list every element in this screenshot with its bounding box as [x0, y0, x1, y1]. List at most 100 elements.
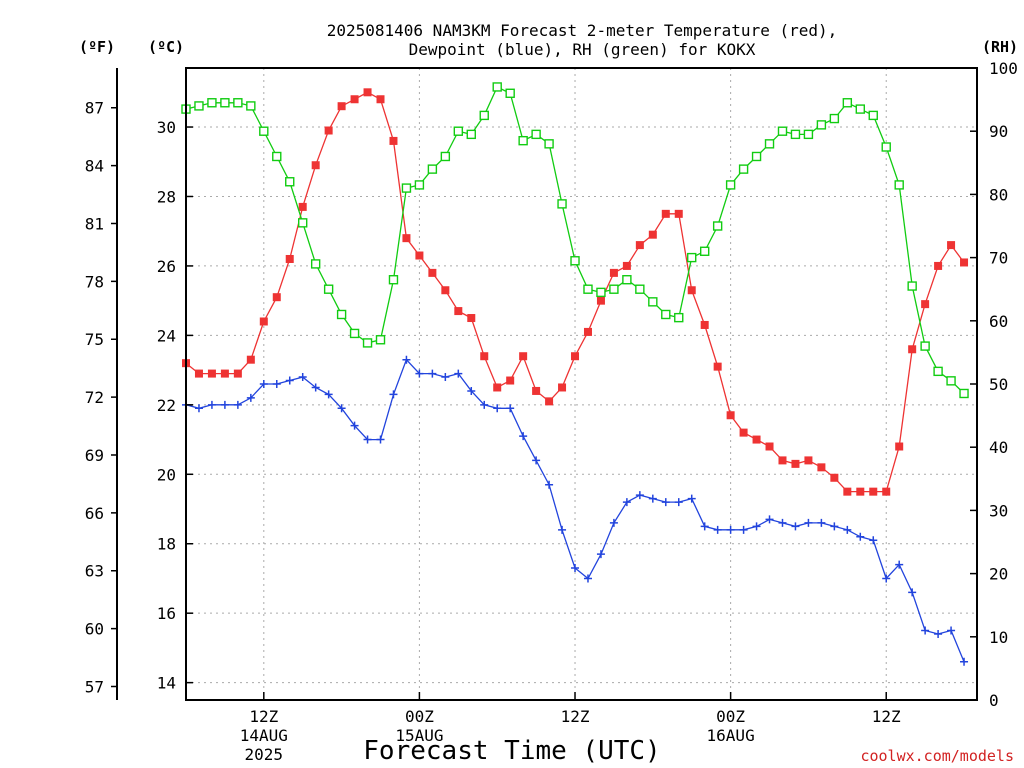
fahrenheit-tick-label: 84 [85, 157, 104, 176]
temperature-point [532, 386, 541, 395]
rh-point [466, 129, 476, 140]
temperature-point [259, 317, 268, 326]
time-tick-label: 12Z [561, 707, 590, 726]
temperature-point [428, 268, 437, 277]
temperature-point [713, 362, 722, 371]
temperature-point [895, 442, 904, 451]
fahrenheit-tick-label: 66 [85, 504, 104, 523]
temperature-point [804, 456, 813, 465]
rh-point [959, 388, 969, 399]
temperature-point [921, 300, 930, 309]
fahrenheit-tick-label: 75 [85, 330, 104, 349]
rh-point [259, 126, 269, 136]
rh-tick-label: 90 [989, 122, 1008, 141]
rh-point [544, 139, 554, 149]
rh-point [829, 113, 840, 124]
dewpoint-point [428, 369, 437, 378]
rh-point [622, 275, 632, 285]
celsius-tick-label: 28 [157, 187, 176, 206]
dewpoint-point [402, 355, 411, 364]
rh-tick-label: 0 [989, 691, 999, 710]
temperature-point [778, 456, 787, 465]
rh-point [712, 221, 723, 231]
rh-point [596, 287, 606, 298]
dewpoint-point [739, 525, 748, 534]
celsius-tick-label: 14 [157, 674, 176, 693]
dewpoint-point [791, 522, 800, 531]
rh-point [388, 275, 399, 285]
rh-point [777, 126, 788, 136]
fahrenheit-tick-label: 57 [85, 677, 104, 696]
temperature-point [272, 293, 281, 302]
temperature-point [545, 397, 554, 406]
dewpoint-point [376, 435, 385, 444]
temperature-point [609, 268, 618, 277]
time-tick-label: 12Z [249, 707, 278, 726]
rh-point [492, 82, 502, 92]
rh-point [933, 366, 943, 377]
dewpoint-point [947, 626, 956, 635]
rh-tick-label: 10 [989, 628, 1008, 647]
temperature-point [661, 209, 670, 218]
temperature-point [324, 126, 333, 135]
rh-point [725, 180, 736, 190]
rh-unit-label: (RH) [982, 38, 1018, 56]
dewpoint-point [908, 588, 917, 597]
rh-point [881, 142, 891, 152]
tick-labels: 14 16 18 20 22 24 26 28 30 57 60 63 66 69 72 75 78 81 84 87… [85, 59, 1018, 764]
temperature-point [947, 241, 956, 250]
dewpoint-point [713, 525, 722, 534]
rh-point [894, 180, 904, 190]
dewpoint-point [726, 525, 735, 534]
rh-point [427, 164, 438, 174]
fahrenheit-tick-label: 63 [85, 562, 104, 581]
temperature-point [220, 369, 229, 378]
dewpoint-point [532, 456, 541, 465]
dewpoint-point [843, 525, 852, 534]
temperature-point [648, 230, 657, 239]
temperature-point [389, 136, 398, 145]
temperature-point [571, 352, 580, 361]
temperature-point [908, 345, 917, 354]
dewpoint-point [558, 525, 567, 534]
dewpoint-point [583, 574, 592, 583]
celsius-tick-label: 22 [157, 396, 176, 415]
rh-line [185, 86, 965, 394]
dewpoint-point [324, 390, 333, 399]
fahrenheit-tick-label: 87 [85, 99, 104, 118]
temperature-point [285, 254, 294, 263]
dewpoint-point [934, 630, 943, 639]
rh-point [479, 110, 489, 121]
temperature-point [583, 327, 592, 336]
rh-point [272, 151, 282, 162]
dewpoint-point [272, 380, 281, 388]
rh-point [635, 284, 645, 294]
rh-point [751, 151, 762, 162]
plot-frame [185, 67, 978, 701]
rh-point [583, 284, 593, 294]
temperature-point [233, 369, 242, 378]
rh-point [738, 164, 749, 174]
temperature-point [363, 88, 372, 97]
celsius-tick-label: 24 [157, 326, 176, 345]
dewpoint-point [415, 369, 424, 378]
dewpoint-point [311, 383, 320, 392]
temperature-point [558, 383, 567, 392]
temperature-point [960, 258, 969, 267]
rh-tick-label: 20 [989, 565, 1008, 584]
rh-point [220, 98, 230, 108]
dewpoint-point [350, 421, 359, 430]
celsius-tick-label: 30 [157, 118, 176, 137]
x-axis-title: Forecast Time (UTC) [363, 736, 660, 766]
temperature-point [856, 487, 865, 496]
dewpoint-point [921, 626, 930, 635]
dewpoint-point [778, 518, 787, 527]
temperature-point [739, 428, 748, 437]
temperature-point [791, 459, 800, 468]
time-tick-label: 2025 [245, 745, 284, 764]
temperature-point [869, 487, 878, 496]
dewpoint-point [285, 376, 294, 385]
dewpoint-point [493, 404, 502, 413]
temperature-point [415, 251, 424, 260]
rh-point [816, 120, 827, 130]
